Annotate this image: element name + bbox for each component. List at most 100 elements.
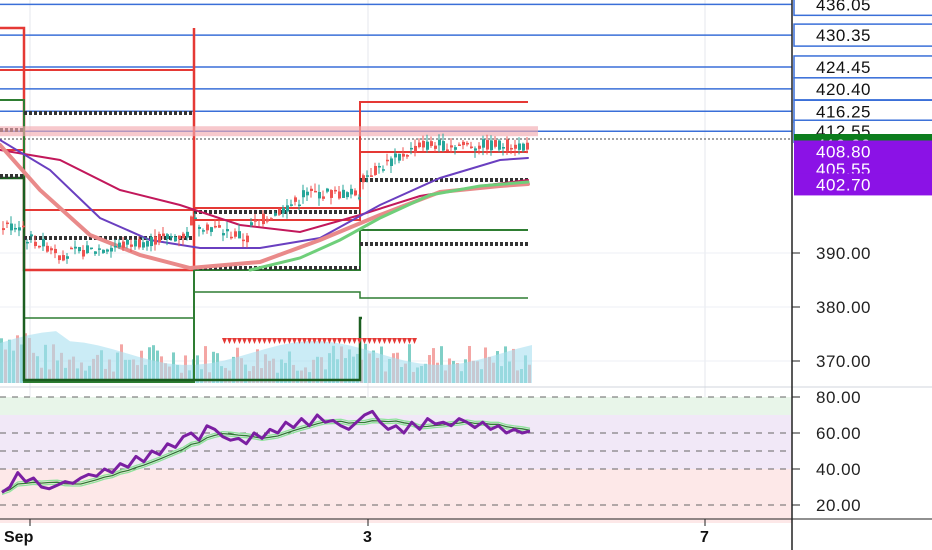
price-tag[interactable]: 424.45 [793,55,932,79]
oscillator-tick-label: 80.00 [816,388,861,407]
sell-signal-marker [357,338,362,344]
candle [406,155,409,157]
candle [270,218,273,220]
sell-signal-marker [327,338,332,344]
candle [486,140,489,150]
candle [518,143,521,150]
candle [82,249,85,257]
candle [118,242,121,248]
candle [266,218,269,222]
sell-signal-marker [352,338,357,344]
oscillator-tick-label: 40.00 [816,460,861,479]
price-tag-background [793,23,932,47]
price-tag[interactable]: 416.25 [793,99,932,123]
price-tag-background [794,140,932,163]
price-tag[interactable]: 436.05 [793,0,932,17]
sell-signal-marker [227,338,232,344]
candle [430,141,433,146]
candle [462,141,465,146]
candle [382,169,385,171]
candle [230,236,233,239]
candle [510,147,513,150]
sell-signal-marker [397,338,402,344]
candle [502,146,505,149]
candle [198,226,201,229]
candle [50,248,53,251]
candle [390,158,393,166]
price-tag-label: 430.35 [816,26,871,45]
candle [402,153,405,157]
candle [342,189,345,198]
candle [470,146,473,149]
candle [102,249,105,253]
candle [374,165,377,175]
candle [522,143,525,151]
price-tag[interactable]: 420.40 [793,77,932,101]
support-band [24,291,528,319]
time-tick-label: 3 [363,529,372,546]
candle [66,256,69,259]
sell-signal-marker [367,338,372,344]
candle [290,204,293,206]
candle [186,231,189,238]
candle [298,204,301,207]
price-tag-label: 436.05 [816,0,871,14]
price-tag-label: 424.45 [816,58,871,77]
candle [58,255,61,261]
sell-signal-marker [242,338,247,344]
sell-signal-marker [392,338,397,344]
price-tag-label: 408.80 [816,142,871,161]
price-tag-label: 402.70 [816,175,871,194]
price-tag[interactable]: 402.70 [794,173,932,196]
candle [394,153,397,158]
sell-signal-marker [332,338,337,344]
candle [350,188,353,195]
candle [146,240,149,247]
candle [326,188,329,192]
candle [362,175,365,183]
sell-signal-marker [237,338,242,344]
candle [182,233,185,239]
candle [26,241,29,244]
sell-signal-marker [412,338,417,344]
candle [262,213,265,225]
oscillator-band [0,397,792,415]
candle [490,140,493,151]
candle [234,231,237,237]
candle [306,191,309,196]
sell-signal-marker [297,338,302,344]
sell-signal-marker [322,338,327,344]
price-tag[interactable]: 408.80 [794,140,932,163]
candle [222,233,225,236]
candle [110,247,113,252]
time-tick-label: Sep [4,529,34,546]
candle [190,216,193,226]
candle [114,245,117,248]
price-tag[interactable]: 430.35 [793,23,932,47]
candle [30,234,33,237]
support-band [0,176,362,382]
candle [514,144,517,149]
candle [238,231,241,239]
time-tick-label: 7 [700,529,709,546]
candle [214,225,217,228]
volume-bar [440,346,443,383]
sell-signal-marker [317,338,322,344]
candle [86,245,89,254]
candle [106,249,109,252]
candle [370,175,373,177]
sell-signal-marker [342,338,347,344]
candle [138,239,141,248]
candle [158,233,161,243]
sell-signal-marker [347,338,352,344]
sell-signal-marker [302,338,307,344]
candle [134,240,137,247]
price-tag-background [793,0,932,17]
sell-signal-marker [377,338,382,344]
sell-signal-marker [262,338,267,344]
candle [426,141,429,150]
candle [54,248,57,254]
oscillator-signal-ribbon [1,420,531,494]
